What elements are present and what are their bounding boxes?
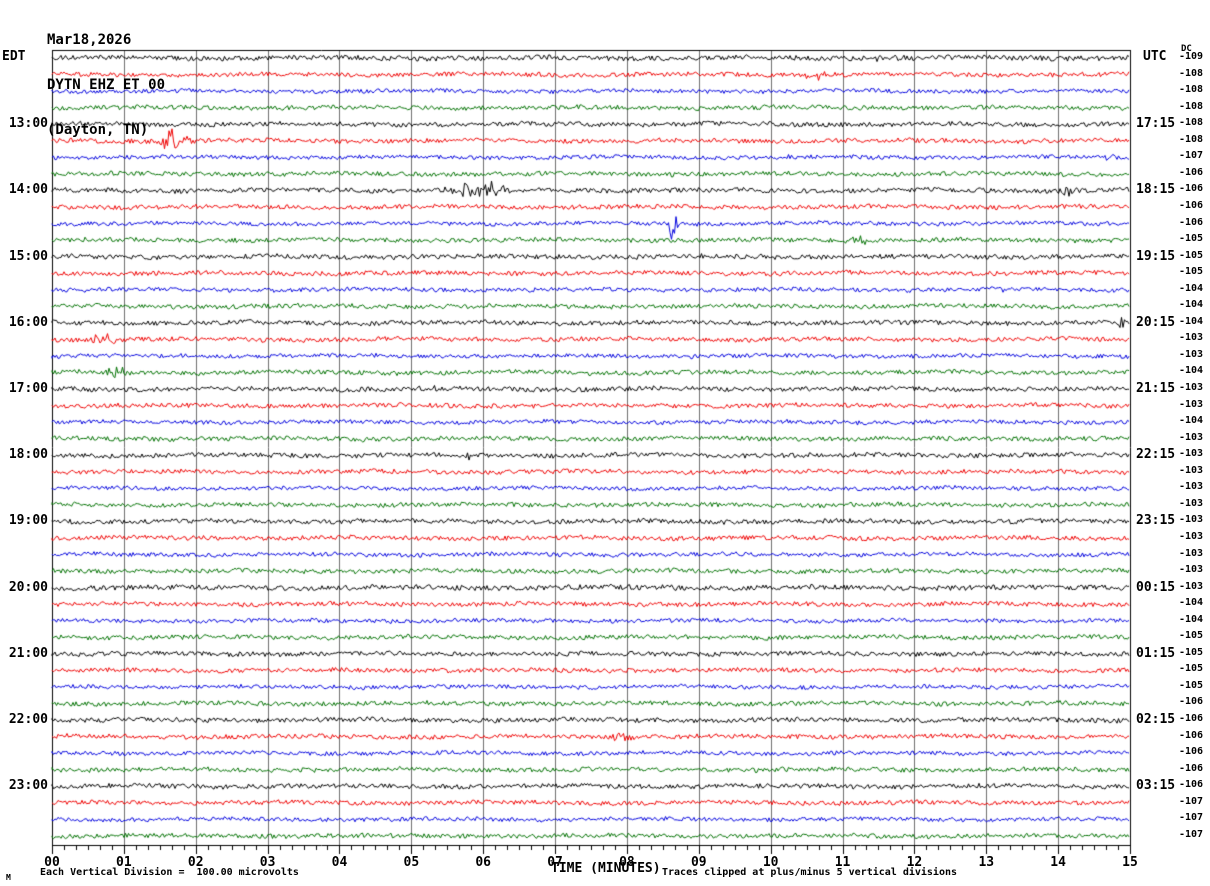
dc-value: -105 xyxy=(1179,679,1204,691)
dc-value: -103 xyxy=(1179,464,1204,476)
x-tick-label: 14 xyxy=(1050,855,1066,870)
dc-value: -103 xyxy=(1179,448,1204,460)
dc-column-header: DC xyxy=(1181,44,1192,54)
x-tick-label: 03 xyxy=(259,855,276,870)
dc-value: -103 xyxy=(1179,580,1204,592)
clip-note: Traces clipped at plus/minus 5 vertical … xyxy=(662,867,958,878)
dc-value: -106 xyxy=(1179,746,1204,758)
x-tick-label: 00 xyxy=(44,855,60,870)
edt-label: 21:00 xyxy=(8,645,48,661)
dc-value: -108 xyxy=(1179,117,1204,129)
left-timezone-label: EDT xyxy=(2,49,26,64)
utc-label: 02:15 xyxy=(1136,712,1176,727)
dc-value: -106 xyxy=(1179,183,1204,195)
utc-label: 19:15 xyxy=(1136,248,1176,264)
utc-label: 00:15 xyxy=(1136,579,1176,595)
edt-label: 17:00 xyxy=(8,381,48,396)
dc-value: -105 xyxy=(1179,249,1204,261)
dc-value: -106 xyxy=(1179,729,1204,741)
dc-value: -103 xyxy=(1179,481,1204,493)
dc-value: -103 xyxy=(1179,431,1204,443)
dc-value: -103 xyxy=(1179,348,1204,360)
x-tick-label: 07 xyxy=(547,855,563,870)
edt-label: 20:00 xyxy=(8,579,48,595)
utc-label: 18:15 xyxy=(1136,182,1176,198)
dc-value: -105 xyxy=(1179,646,1204,658)
utc-label: 17:15 xyxy=(1136,116,1176,132)
x-tick-label: 05 xyxy=(403,855,420,870)
edt-label: 16:00 xyxy=(8,314,48,330)
dc-value: -103 xyxy=(1179,398,1204,410)
watermark-glyph: M xyxy=(6,873,11,882)
dc-value: -103 xyxy=(1179,514,1204,526)
x-tick-label: 11 xyxy=(834,855,851,870)
utc-label: 22:15 xyxy=(1136,447,1176,463)
dc-value: -106 xyxy=(1179,713,1204,724)
utc-label: 21:15 xyxy=(1136,381,1176,396)
dc-value: -103 xyxy=(1179,382,1204,393)
dc-value: -106 xyxy=(1179,199,1204,211)
dc-value: -107 xyxy=(1179,150,1204,162)
utc-label: 20:15 xyxy=(1136,314,1176,330)
dc-value: -109 xyxy=(1179,51,1204,62)
dc-value: -108 xyxy=(1179,100,1204,112)
dc-value: -106 xyxy=(1179,696,1204,708)
edt-label: 13:00 xyxy=(8,116,48,132)
dc-value: -103 xyxy=(1179,332,1204,344)
header-date: Mar18,2026 xyxy=(47,32,132,48)
right-timezone-label: UTC xyxy=(1143,49,1167,64)
dc-value: -104 xyxy=(1179,365,1204,377)
x-axis-title: TIME (MINUTES) xyxy=(551,861,661,876)
dc-value: -103 xyxy=(1179,564,1204,576)
dc-value: -104 xyxy=(1179,299,1204,311)
dc-value: -106 xyxy=(1179,166,1204,178)
edt-label: 15:00 xyxy=(8,248,48,264)
dc-value: -107 xyxy=(1179,795,1204,807)
edt-label: 23:00 xyxy=(8,778,48,794)
x-tick-label: 02 xyxy=(187,855,204,870)
dc-value: -105 xyxy=(1179,233,1204,245)
x-tick-label: 15 xyxy=(1122,855,1138,870)
dc-value: -107 xyxy=(1179,812,1204,824)
x-tick-label: 09 xyxy=(690,855,707,870)
header-station: DYTN EHZ ET 00 xyxy=(47,77,166,93)
x-tick-label: 12 xyxy=(906,855,923,870)
dc-value: -105 xyxy=(1179,663,1204,675)
dc-value: -106 xyxy=(1179,216,1204,228)
dc-value: -108 xyxy=(1179,84,1204,96)
x-tick-label: 06 xyxy=(475,855,492,870)
dc-value: -107 xyxy=(1179,828,1204,840)
edt-label: 18:00 xyxy=(8,447,48,463)
x-tick-label: 10 xyxy=(762,855,779,870)
edt-label: 19:00 xyxy=(8,513,48,529)
utc-label: 01:15 xyxy=(1136,645,1176,661)
edt-label: 14:00 xyxy=(8,182,48,198)
header-location: (Dayton, TN) xyxy=(47,122,149,138)
dc-value: -104 xyxy=(1179,597,1204,609)
dc-value: -103 xyxy=(1179,497,1204,509)
dc-value: -103 xyxy=(1179,530,1204,542)
x-tick-label: 04 xyxy=(331,855,348,870)
dc-value: -103 xyxy=(1179,547,1204,559)
edt-label: 22:00 xyxy=(8,712,48,727)
dc-value: -106 xyxy=(1179,779,1204,791)
dc-value: -108 xyxy=(1179,133,1204,145)
dc-value: -104 xyxy=(1179,282,1204,294)
dc-value: -106 xyxy=(1179,762,1204,774)
x-tick-label: 01 xyxy=(116,855,132,870)
scale-note: Each Vertical Division = 100.00 microvol… xyxy=(40,867,299,878)
dc-value: -105 xyxy=(1179,266,1204,278)
dc-value: -105 xyxy=(1179,630,1204,642)
utc-label: 03:15 xyxy=(1136,778,1176,794)
dc-value: -104 xyxy=(1179,415,1204,427)
header: Mar18,2026 DYTN EHZ ET 00 (Dayton, TN) xyxy=(47,3,165,168)
dc-value: -104 xyxy=(1179,613,1204,625)
x-tick-label: 08 xyxy=(619,855,635,870)
x-tick-label: 13 xyxy=(978,855,995,870)
dc-value: -104 xyxy=(1179,315,1204,327)
dc-value: -108 xyxy=(1179,67,1204,79)
utc-label: 23:15 xyxy=(1136,513,1176,529)
